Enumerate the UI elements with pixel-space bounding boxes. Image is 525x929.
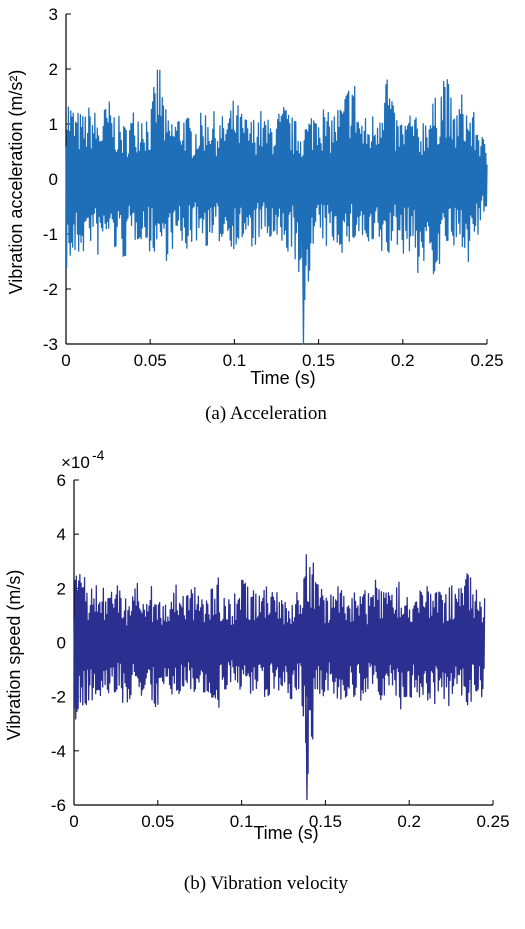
panel-b-xtick-label: 0.15 [309,812,342,831]
panel-a-xtick-label: 0.15 [302,351,335,370]
panel-a-xtick-label: 0.1 [223,351,247,370]
panel-a-ytick-label: 2 [49,60,58,79]
panel-b-ylabel: Vibration speed (m/s) [4,570,24,741]
panel-b: -6 -4 -2 0 2 4 6 0 0.05 0.1 0.15 0.2 0.25 ×10 -4 Tim… [4,447,510,894]
panel-a-plot: -3 -2 -1 0 1 2 3 0 0.05 0.1 0.15 0.2 0.25 [43,5,504,370]
panel-a-ytick-label: 1 [49,115,58,134]
panel-a-ylabel: Vibration acceleration (m/s²) [6,70,26,295]
panel-b-caption: (b) Vibration velocity [184,873,349,894]
panel-b-plot: -6 -4 -2 0 2 4 6 0 0.05 0.1 0.15 0.2 0.25 [51,471,510,831]
panel-b-signal-line [73,554,486,801]
panel-a-ytick-label: 3 [49,5,58,24]
panel-a-signal-line [65,69,488,345]
panel-a-xtick-label: 0.2 [391,351,415,370]
panel-a-ytick-label: -1 [43,225,58,244]
panel-b-xtick-label: 0.05 [141,812,174,831]
panel-b-ytick-label: 4 [57,525,66,544]
panel-a: -3 -2 -1 0 1 2 3 0 0.05 0.1 0.15 0.2 0.25 Time (s) V… [6,5,504,424]
panel-a-xtick-label: 0.25 [470,351,503,370]
panel-a-ytick-label: 0 [49,170,58,189]
panel-b-ytick-label: -6 [51,796,66,815]
panel-a-xtick-label: 0.05 [134,351,167,370]
panel-b-xtick-label: 0 [69,812,78,831]
panel-b-xtick-label: 0.25 [476,812,509,831]
panel-b-exponent-power: -4 [92,447,105,463]
panel-b-xlabel: Time (s) [253,823,318,843]
panel-b-xtick-label: 0.2 [397,812,421,831]
panel-a-xtick-label: 0 [61,351,70,370]
panel-b-exponent-base: ×10 [61,453,90,472]
panel-a-caption: (a) Acceleration [205,403,327,424]
panel-a-ytick-label: -3 [43,335,58,354]
panel-b-ytick-label: -2 [51,688,66,707]
panel-b-ytick-label: 6 [57,471,66,490]
panel-b-ytick-label: 0 [57,634,66,653]
panel-a-ytick-label: -2 [43,280,58,299]
panel-a-xlabel: Time (s) [250,368,315,388]
panel-b-ytick-label: -4 [51,742,66,761]
panel-b-xtick-label: 0.1 [230,812,254,831]
panel-b-ytick-label: 2 [57,579,66,598]
